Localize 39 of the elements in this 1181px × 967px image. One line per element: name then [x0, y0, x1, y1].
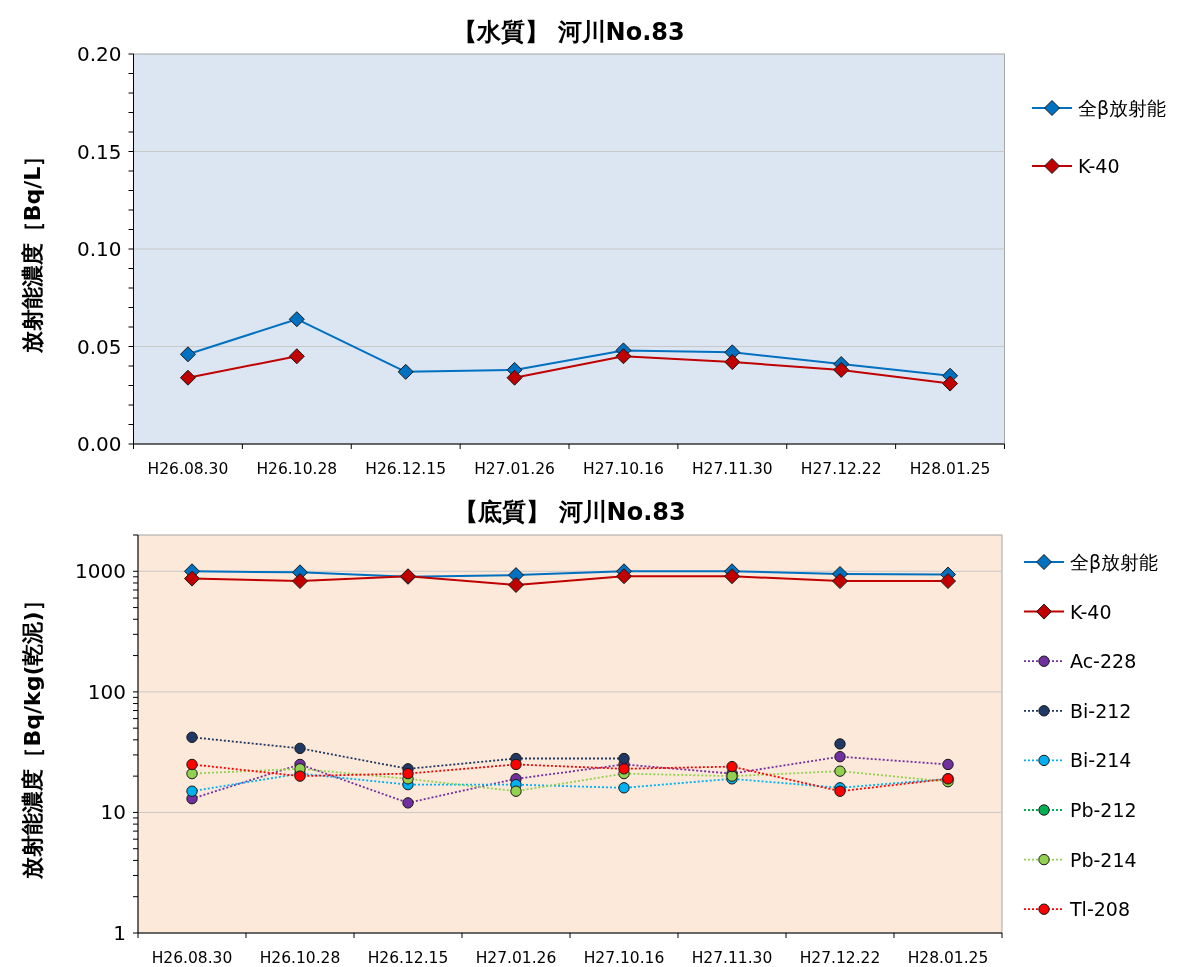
- x-tick-label: H28.01.25: [909, 460, 991, 478]
- legend-label: K-40: [1070, 600, 1112, 623]
- legend-label: Bi-214: [1070, 749, 1132, 772]
- x-tick-label: H28.01.25: [907, 949, 989, 967]
- chart-title: 【水質】 河川No.83: [453, 18, 685, 46]
- y-tick-label: 1: [113, 921, 126, 945]
- legend-label: Pb-214: [1070, 848, 1137, 871]
- legend-label: Ac-228: [1070, 650, 1137, 673]
- x-tick-label: H27.10.16: [583, 949, 665, 967]
- x-tick-label: H27.10.16: [583, 460, 664, 478]
- legend-label: K-40: [1078, 155, 1120, 177]
- x-tick-label: H26.12.15: [367, 949, 449, 967]
- y-tick-label: 0.10: [76, 237, 122, 261]
- x-tick-label: H26.08.30: [151, 949, 233, 967]
- legend-label: Bi-212: [1070, 699, 1132, 722]
- y-tick-label: 0.00: [76, 432, 122, 456]
- legend-label: 全β放射能: [1078, 97, 1167, 119]
- y-tick-label: 10: [100, 800, 126, 825]
- y-axis-title: 放射能濃度［Bq/kg(乾泥)］: [19, 589, 45, 880]
- y-tick-label: 0.05: [76, 334, 122, 359]
- chart-title: 【底質】 河川No.83: [454, 498, 686, 526]
- x-tick-label: H26.08.30: [147, 460, 229, 478]
- y-tick-label: 100: [87, 679, 126, 704]
- legend-label: Tl-208: [1069, 898, 1131, 921]
- x-tick-label: H27.12.22: [799, 949, 881, 967]
- y-tick-label: 0.15: [76, 139, 122, 164]
- x-tick-label: H27.01.26: [474, 460, 555, 478]
- x-tick-label: H27.01.26: [475, 949, 557, 967]
- x-tick-label: H26.10.28: [259, 949, 341, 967]
- legend-label: Pb-212: [1070, 799, 1137, 821]
- y-tick-label: 1000: [75, 559, 126, 584]
- x-tick-label: H27.11.30: [691, 949, 773, 967]
- x-tick-label: H27.11.30: [691, 460, 773, 478]
- legend-label: 全β放射能: [1070, 551, 1159, 573]
- x-tick-label: H26.12.15: [365, 460, 447, 478]
- y-tick-label: 0.20: [76, 42, 122, 66]
- y-axis-title: 放射能濃度［Bq/L］: [19, 144, 45, 355]
- x-tick-label: H26.10.28: [256, 460, 338, 478]
- x-tick-label: H27.12.22: [800, 460, 882, 478]
